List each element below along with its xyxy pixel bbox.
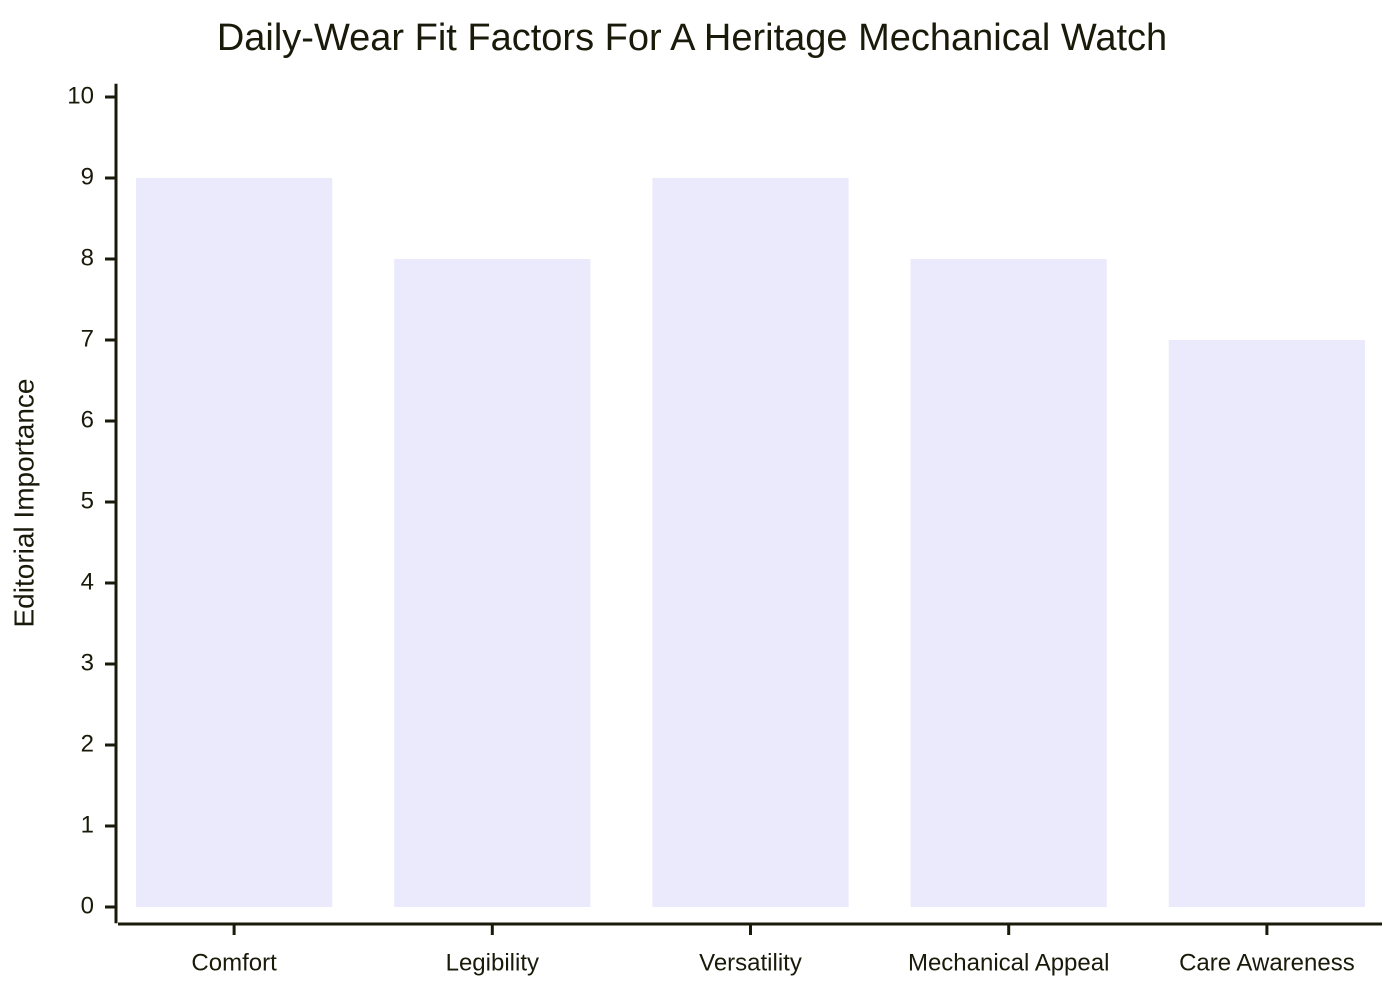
y-tick-label: 2	[81, 730, 94, 757]
bar	[652, 178, 849, 907]
y-tick-label: 5	[81, 487, 94, 514]
y-tick-label: 3	[81, 649, 94, 676]
bar	[910, 259, 1107, 907]
y-tick-label: 0	[81, 892, 94, 919]
y-tick-label: 7	[81, 325, 94, 352]
x-tick-label: Care Awareness	[1179, 949, 1355, 976]
bar	[394, 259, 591, 907]
y-tick-label: 6	[81, 406, 94, 433]
bar	[1168, 340, 1366, 907]
y-tick-label: 1	[81, 811, 94, 838]
y-tick-label: 9	[81, 163, 94, 190]
y-tick-label: 10	[67, 82, 94, 109]
y-tick-label: 4	[81, 568, 94, 595]
x-tick-label: Versatility	[699, 949, 802, 976]
bar	[135, 178, 333, 907]
x-tick-label: Mechanical Appeal	[908, 949, 1109, 976]
y-axis-label: Editorial Importance	[8, 378, 39, 627]
chart-title: Daily-Wear Fit Factors For A Heritage Me…	[217, 17, 1167, 59]
y-tick-label: 8	[81, 244, 94, 271]
x-tick-label: Legibility	[446, 949, 539, 976]
x-tick-label: Comfort	[191, 949, 277, 976]
